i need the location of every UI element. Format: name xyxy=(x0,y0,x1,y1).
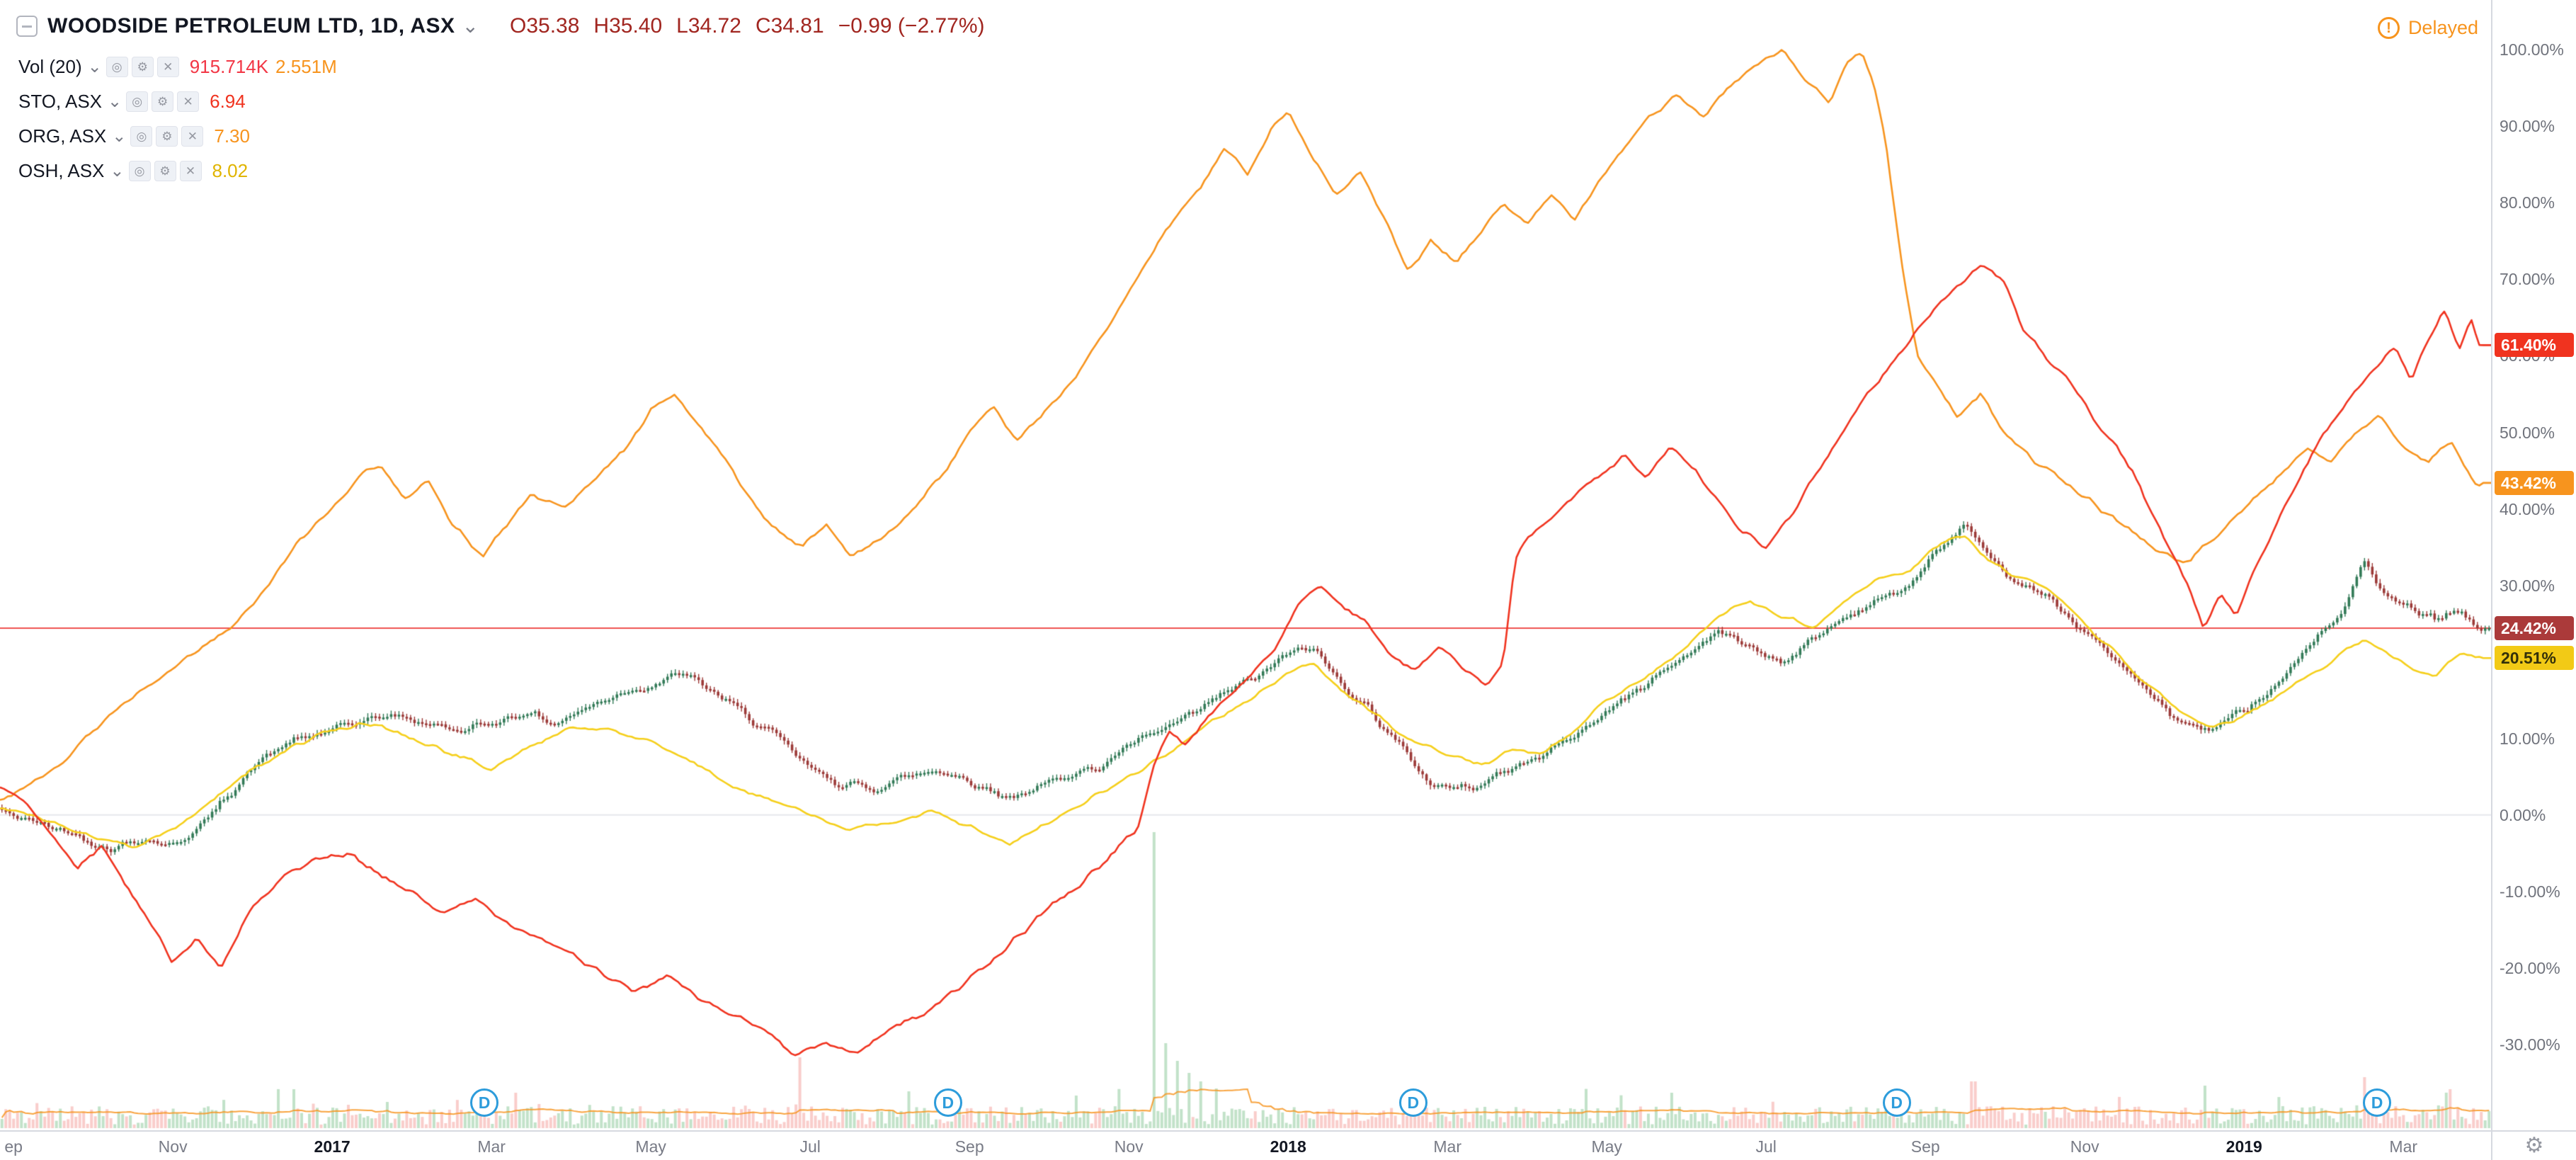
price-tick-label: 90.00% xyxy=(2500,117,2555,136)
legend-row-osh: OSH, ASX ⌄ ◎ ⚙ ✕ 8.02 xyxy=(18,154,337,188)
price-tick-label: -20.00% xyxy=(2500,958,2560,977)
settings-icon[interactable]: ⚙ xyxy=(154,161,176,181)
last-value-label: 24.42% xyxy=(2495,615,2574,640)
time-tick-label: Mar xyxy=(1433,1137,1461,1156)
open-value: O35.38 xyxy=(510,14,580,38)
close-icon[interactable]: ✕ xyxy=(179,161,202,181)
exclamation-icon: ! xyxy=(2377,17,2400,39)
gear-icon[interactable]: ⚙ xyxy=(2524,1134,2544,1157)
chevron-down-icon[interactable]: ⌄ xyxy=(112,127,127,146)
price-tick-label: 100.00% xyxy=(2500,40,2564,59)
volume-indicator-label[interactable]: Vol (20) xyxy=(18,56,82,77)
time-tick-label: Nov xyxy=(1114,1137,1144,1156)
time-tick-label: Nov xyxy=(158,1137,188,1156)
price-tick-label: -10.00% xyxy=(2500,882,2560,901)
settings-icon[interactable]: ⚙ xyxy=(131,57,154,77)
price-axis[interactable]: 100.00%90.00%80.00%70.00%60.00%50.00%40.… xyxy=(2491,0,2576,1130)
close-icon[interactable]: ✕ xyxy=(177,91,200,112)
time-tick-label: Jul xyxy=(1755,1137,1777,1156)
volume-ma-value: 2.551M xyxy=(275,56,337,77)
time-tick-label: Jul xyxy=(799,1137,821,1156)
price-tick-label: 40.00% xyxy=(2500,499,2555,518)
chevron-down-icon[interactable]: ⌄ xyxy=(110,161,125,181)
legend-row-sto: STO, ASX ⌄ ◎ ⚙ ✕ 6.94 xyxy=(18,84,337,119)
last-value-label: 43.42% xyxy=(2495,470,2574,495)
time-tick-label: 2019 xyxy=(2225,1137,2262,1156)
chart-header: WOODSIDE PETROLEUM LTD, 1D, ASX ⌄ O35.38… xyxy=(16,14,985,38)
price-tick-label: 50.00% xyxy=(2500,423,2555,442)
eye-icon[interactable]: ◎ xyxy=(130,126,153,147)
delayed-label: Delayed xyxy=(2407,17,2478,38)
compare-symbol-org[interactable]: ORG, ASX xyxy=(18,125,107,147)
time-tick-label: May xyxy=(635,1137,666,1156)
time-tick-label: May xyxy=(1591,1137,1622,1156)
time-tick-label: Mar xyxy=(477,1137,506,1156)
change-value: −0.99 (−2.77%) xyxy=(838,14,985,38)
price-tick-label: -30.00% xyxy=(2500,1035,2560,1054)
price-tick-label: 10.00% xyxy=(2500,729,2555,748)
time-tick-label: 2018 xyxy=(1270,1137,1306,1156)
org-value: 7.30 xyxy=(214,125,250,147)
time-tick-label: Mar xyxy=(2389,1137,2418,1156)
symbol-title[interactable]: WOODSIDE PETROLEUM LTD, 1D, ASX xyxy=(47,14,455,38)
time-tick-label: Sep xyxy=(1910,1137,1940,1156)
compare-symbol-osh[interactable]: OSH, ASX xyxy=(18,160,105,181)
eye-icon[interactable]: ◎ xyxy=(126,91,149,112)
time-tick-label: Nov xyxy=(2070,1137,2099,1156)
price-tick-label: 30.00% xyxy=(2500,576,2555,595)
close-icon[interactable]: ✕ xyxy=(181,126,204,147)
chevron-down-icon[interactable]: ⌄ xyxy=(462,15,479,37)
chevron-down-icon[interactable]: ⌄ xyxy=(87,57,102,76)
ohlc-values: O35.38 H35.40 L34.72 C34.81 −0.99 (−2.77… xyxy=(510,14,985,38)
price-tick-label: 0.00% xyxy=(2500,805,2546,824)
time-tick-label: 2017 xyxy=(314,1137,351,1156)
indicator-legend: Vol (20) ⌄ ◎ ⚙ ✕ 915.714K 2.551M STO, AS… xyxy=(18,50,337,188)
compare-symbol-sto[interactable]: STO, ASX xyxy=(18,91,103,112)
low-value: L34.72 xyxy=(676,14,741,38)
price-tick-label: 80.00% xyxy=(2500,193,2555,212)
legend-collapse-icon[interactable] xyxy=(16,16,38,37)
close-value: C34.81 xyxy=(755,14,824,38)
time-tick-label: Sep xyxy=(954,1137,984,1156)
dividend-badge[interactable]: D xyxy=(2363,1088,2392,1117)
dividend-badge[interactable]: D xyxy=(933,1088,962,1117)
dividend-badge[interactable]: D xyxy=(1398,1088,1427,1117)
close-icon[interactable]: ✕ xyxy=(156,57,179,77)
axis-corner: ⚙ xyxy=(2491,1130,2576,1160)
high-value: H35.40 xyxy=(593,14,663,38)
last-value-label: 20.51% xyxy=(2495,646,2574,671)
time-tick-label: ep xyxy=(4,1137,23,1156)
minus-glyph xyxy=(22,25,32,28)
chart-canvas[interactable] xyxy=(0,0,2491,1130)
settings-icon[interactable]: ⚙ xyxy=(156,126,178,147)
legend-row-volume: Vol (20) ⌄ ◎ ⚙ ✕ 915.714K 2.551M xyxy=(18,50,337,84)
dividend-badge[interactable]: D xyxy=(1882,1088,1911,1117)
volume-value: 915.714K xyxy=(189,56,269,77)
osh-value: 8.02 xyxy=(212,160,249,181)
last-value-label: 61.40% xyxy=(2495,333,2574,358)
sto-value: 6.94 xyxy=(210,91,246,112)
eye-icon[interactable]: ◎ xyxy=(128,161,151,181)
chevron-down-icon[interactable]: ⌄ xyxy=(108,92,122,111)
delayed-badge[interactable]: ! Delayed xyxy=(2377,17,2478,39)
price-tick-label: 70.00% xyxy=(2500,270,2555,289)
legend-row-org: ORG, ASX ⌄ ◎ ⚙ ✕ 7.30 xyxy=(18,119,337,154)
settings-icon[interactable]: ⚙ xyxy=(152,91,174,112)
time-axis[interactable]: ep Nov 2017 Mar May Jul Sep Nov 2018 Mar May Jul Sep… xyxy=(0,1130,2491,1160)
dividend-badge[interactable]: D xyxy=(470,1088,499,1117)
eye-icon[interactable]: ◎ xyxy=(106,57,128,77)
